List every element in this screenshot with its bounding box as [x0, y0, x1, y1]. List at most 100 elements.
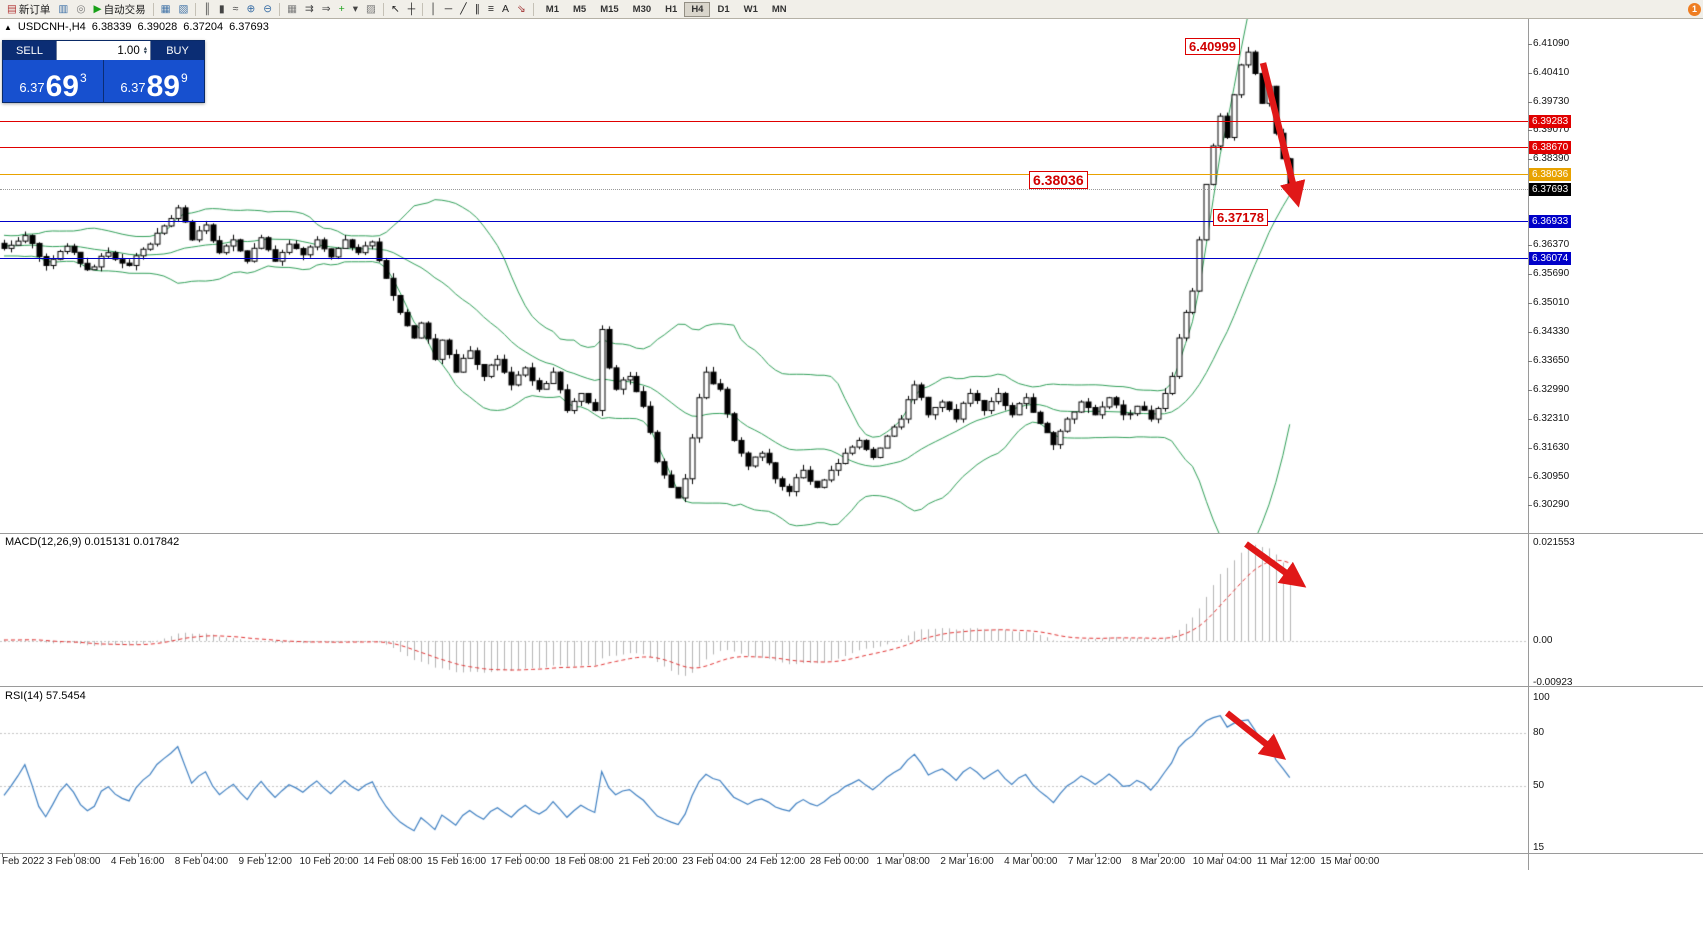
volume-spinner[interactable]: ▴ ▾ [143, 44, 147, 56]
price-axis-tick [1528, 159, 1532, 160]
horizontal-level-line[interactable] [0, 121, 1528, 122]
timeframe-h4-button[interactable]: H4 [684, 1, 711, 17]
price-axis-tick [1528, 419, 1532, 420]
trendline-button[interactable]: ╱ [456, 1, 470, 17]
rsi-panel-canvas[interactable] [0, 687, 1528, 853]
timeframe-d1-button[interactable]: D1 [710, 2, 736, 17]
channel-button[interactable]: ∥ [471, 1, 484, 17]
timeframe-w1-button[interactable]: W1 [737, 2, 765, 17]
periods-button[interactable]: ▾ [349, 1, 362, 17]
crosshair-button[interactable]: ┼ [404, 1, 419, 17]
trendline-icon: ╱ [460, 2, 467, 15]
autotrading-icon: ▶ [93, 2, 102, 15]
time-axis-tick [1095, 853, 1096, 857]
timeframe-m5-button[interactable]: M5 [566, 2, 593, 17]
fibonacci-icon: ≡ [487, 2, 494, 15]
new-order-button[interactable]: ▤ 新订单 [3, 1, 54, 17]
rsi-axis-label: 15 [1533, 841, 1545, 853]
timeframe-m30-button[interactable]: M30 [626, 2, 658, 17]
price-axis-tick [1528, 390, 1532, 391]
time-axis-tick [903, 853, 904, 857]
time-axis-tick [74, 853, 75, 857]
fibonacci-button[interactable]: ≡ [484, 1, 498, 17]
toolbar-separator [532, 2, 534, 16]
time-axis-label: 14 Feb 08:00 [363, 856, 423, 867]
timeframe-m15-button[interactable]: M15 [593, 2, 625, 17]
timeframe-m1-button[interactable]: M1 [539, 2, 566, 17]
price-axis-tick [1528, 303, 1532, 304]
macd-panel-canvas[interactable] [0, 534, 1528, 686]
time-axis-tick [457, 853, 458, 857]
horizontal-level-line[interactable] [0, 147, 1528, 148]
volume-up-icon[interactable]: ▴ [143, 44, 147, 52]
price-chart-canvas[interactable] [0, 18, 1528, 533]
current-price-line[interactable] [0, 189, 1528, 191]
arrows-icon: ⇘ [516, 2, 526, 15]
price-axis-tick [1528, 477, 1532, 478]
annotation-level-price[interactable]: 6.38036 [1029, 171, 1088, 189]
macd-panel-separator[interactable] [0, 533, 1703, 534]
price-axis-tick [1528, 245, 1532, 246]
annotation-pullback-price[interactable]: 6.37178 [1213, 209, 1268, 226]
zoom-out-button[interactable]: ⊖ [259, 1, 276, 17]
price-axis-label: 6.34330 [1533, 326, 1570, 338]
buy-price-pip: 9 [181, 71, 188, 85]
price-axis-border [1528, 18, 1529, 870]
symbol-period-label: USDCNH-,H4 [17, 21, 86, 33]
price-tag: 6.38670 [1529, 141, 1572, 154]
trade-panel-header: SELL 1.00 ▴ ▾ BUY [3, 41, 204, 60]
text-button[interactable]: A [498, 1, 513, 17]
annotation-high-price[interactable]: 6.40999 [1185, 38, 1240, 55]
volume-down-icon[interactable]: ▾ [143, 48, 147, 56]
new-window-button[interactable]: ▦ [283, 1, 301, 17]
chart-shift-button[interactable]: ⇒ [318, 1, 335, 17]
zoom-in-button[interactable]: ⊕ [242, 1, 259, 17]
autotrading-button[interactable]: ▶ 自动交易 [90, 1, 150, 17]
timeframe-mn-button[interactable]: MN [765, 2, 794, 17]
profiles-button[interactable]: ◎ [72, 1, 89, 17]
toolbar-separator [422, 2, 424, 16]
time-axis-separator [0, 853, 1703, 854]
auto-scroll-button[interactable]: ⇉ [301, 1, 318, 17]
volume-input[interactable]: 1.00 ▴ ▾ [56, 41, 151, 60]
price-tag: 6.37693 [1529, 183, 1572, 196]
templates-button[interactable]: ▨ [362, 1, 380, 17]
horizontal-level-line[interactable] [0, 221, 1528, 222]
time-axis-label: 23 Feb 04:00 [682, 856, 742, 867]
time-axis-label: 15 Feb 16:00 [427, 856, 487, 867]
line-chart-button[interactable]: ≈ [229, 1, 243, 17]
zoom-out-icon: ⊖ [263, 2, 273, 15]
time-axis-label: 8 Feb 04:00 [174, 856, 229, 867]
indicators-button[interactable]: + [335, 1, 349, 17]
macd-indicator-label: MACD(12,26,9) 0.015131 0.017842 [5, 536, 180, 548]
tile-windows-button[interactable]: ▦ [157, 1, 175, 17]
cursor-button[interactable]: ↖ [387, 1, 404, 17]
volume-value[interactable]: 1.00 [117, 44, 140, 57]
horizontal-level-line[interactable] [0, 174, 1528, 175]
sell-button[interactable]: SELL [3, 41, 56, 60]
notification-badge[interactable]: 1 [1688, 2, 1701, 16]
timeframe-h1-button[interactable]: H1 [658, 2, 684, 17]
rsi-panel-separator[interactable] [0, 686, 1703, 687]
time-axis-label: 3 Feb 08:00 [47, 856, 101, 867]
candlestick-chart-icon: ▮ [218, 2, 225, 15]
sell-price[interactable]: 6.37 69 3 [3, 60, 104, 102]
candlestick-chart-button[interactable]: ▮ [215, 1, 229, 17]
buy-button[interactable]: BUY [151, 41, 204, 60]
arrows-button[interactable]: ⇘ [513, 1, 530, 17]
price-axis-tick [1528, 332, 1532, 333]
new-chart-button[interactable]: ▥ [54, 1, 72, 17]
new-chart-icon: ▥ [58, 2, 69, 15]
bar-chart-button[interactable]: ║ [199, 1, 214, 17]
horizontal-line-button[interactable]: ─ [441, 1, 456, 17]
toolbar-separator [382, 2, 384, 16]
price-axis-tick [1528, 73, 1532, 74]
time-axis-label: 28 Feb 00:00 [809, 856, 869, 867]
horizontal-level-line[interactable] [0, 258, 1528, 259]
vertical-line-button[interactable]: │ [426, 1, 441, 17]
toolbar-separator [152, 2, 154, 16]
sell-price-big: 69 [45, 69, 79, 103]
macd-axis-label: 0.021553 [1533, 536, 1575, 548]
buy-price[interactable]: 6.37 89 9 [104, 60, 204, 102]
cascade-windows-button[interactable]: ▧ [175, 1, 193, 17]
